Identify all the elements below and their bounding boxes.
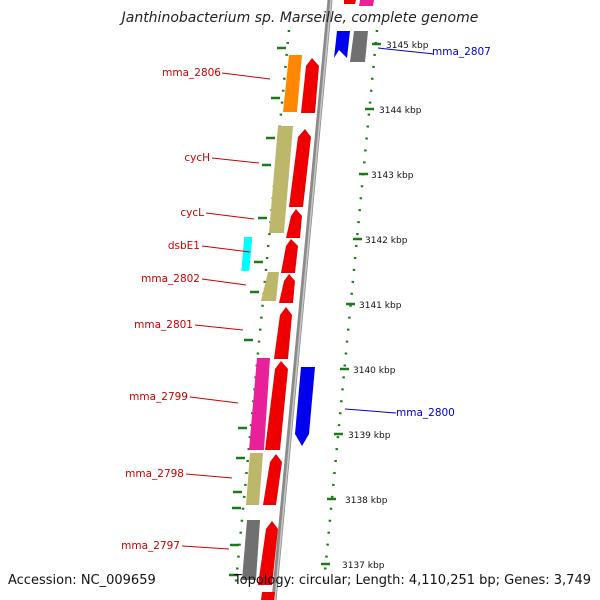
map-title: Janthinobacterium sp. Marseille, complet…: [121, 10, 479, 26]
gene-arrow: [258, 521, 278, 585]
gene-block-mma-2797: [242, 520, 260, 580]
accession-text: Accession: NC_009659: [8, 573, 156, 588]
gene-label-mma-2797: mma_2797: [121, 540, 180, 552]
gene-block: [359, 0, 374, 6]
gene-label-cycL: cycL: [180, 207, 204, 219]
kbp-label: 3139 kbp: [348, 431, 391, 441]
kbp-label: 3144 kbp: [379, 106, 422, 116]
gene-block-mma-2806: [283, 55, 302, 112]
gene-arrow-cycL: [286, 209, 302, 238]
kbp-label: 3141 kbp: [359, 301, 402, 311]
kbp-label: 3140 kbp: [353, 366, 396, 376]
gene-label-mma-2801: mma_2801: [134, 319, 193, 331]
gene-label-dsbE1: dsbE1: [168, 240, 200, 252]
kbp-label: 3143 kbp: [371, 171, 414, 181]
gene-block-cycH: [269, 126, 293, 233]
gene-arrow-dsbE1: [281, 239, 298, 273]
gene-arrow-mma-2802: [279, 274, 295, 303]
label-leaders: [181, 47, 435, 550]
gene-arrow: [289, 129, 311, 207]
gene-arrow: [265, 361, 288, 450]
gene-label-mma-2800: mma_2800: [396, 407, 455, 419]
kbp-label: 3145 kbp: [386, 41, 429, 51]
gene-labels: mma_2807 mma_2806 cycH cycL dsbE1 mma_28…: [121, 46, 491, 552]
gene-label-mma-2807: mma_2807: [432, 46, 491, 58]
kbp-ticks: [321, 42, 381, 566]
gene-label-mma-2799: mma_2799: [129, 391, 188, 403]
genome-backbone: [271, 0, 333, 600]
gene-arrow-mma-2800: [295, 367, 315, 446]
gene-label-mma-2802: mma_2802: [141, 273, 200, 285]
inner-dotted-ring: [234, 29, 291, 583]
gene-arrow-mma-2801: [274, 307, 292, 359]
gene-arrow: [261, 592, 275, 600]
gene-arrow: [344, 0, 356, 4]
gene-block-mma-2802: [261, 272, 279, 301]
gene-arrow-mma-2807: [334, 31, 350, 58]
kbp-label: 3138 kbp: [345, 496, 388, 506]
gene-arrow: [301, 58, 319, 113]
gene-label-cycH: cycH: [184, 152, 210, 164]
gene-block-mma-2799: [249, 358, 270, 450]
gene-arrow: [263, 454, 282, 505]
gene-block: [350, 31, 368, 62]
kbp-labels: 3145 kbp 3144 kbp 3143 kbp 3142 kbp 3141…: [342, 41, 429, 571]
kbp-label: 3142 kbp: [365, 236, 408, 246]
gene-label-mma-2798: mma_2798: [125, 468, 184, 480]
left-ring-ticks: [229, 46, 286, 577]
outer-dotted-ring: [322, 29, 379, 583]
genome-backbone-highlight: [274, 0, 332, 600]
topology-text: Topology: circular; Length: 4,110,251 bp…: [233, 573, 591, 588]
gene-block-dsbE1: [241, 237, 253, 271]
kbp-label: 3137 kbp: [342, 561, 385, 571]
gene-block-mma-2798: [246, 453, 263, 505]
gene-label-mma-2806: mma_2806: [162, 67, 221, 79]
